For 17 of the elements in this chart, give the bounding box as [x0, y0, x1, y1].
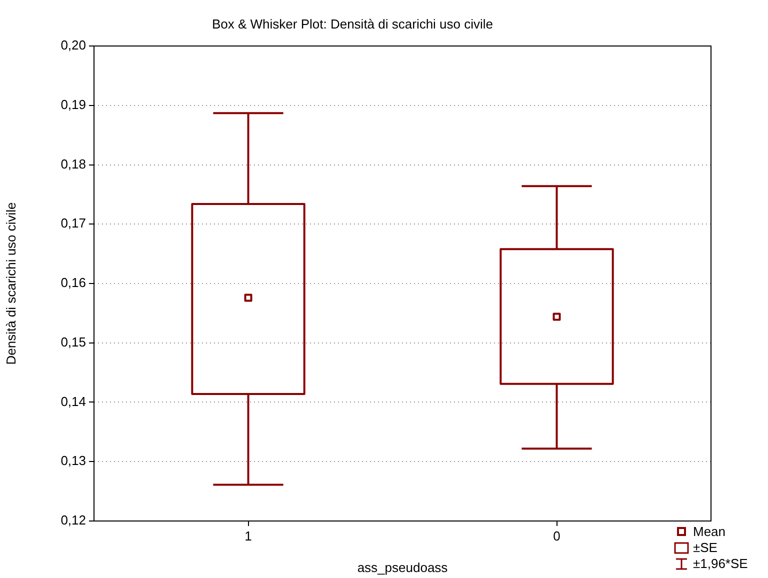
y-tick-label: 0,20: [60, 38, 86, 53]
text: ±1,96*SE: [693, 556, 748, 572]
chart-title: Box & Whisker Plot: Densità di scarichi uso civile: [212, 16, 494, 32]
y-tick-label: 0,14: [60, 394, 86, 409]
y-tick-label: 0,18: [60, 156, 86, 172]
x-tick-label: 0: [553, 528, 560, 544]
y-tick-label: 0,19: [60, 96, 86, 112]
y-tick-label: 0,13: [60, 453, 86, 468]
y-tick-label: 0,15: [60, 334, 86, 350]
y-tick-label: 0,17: [60, 216, 86, 231]
text: Mean: [693, 524, 726, 540]
text: ±SE: [693, 540, 718, 556]
x-tick-label: 1: [244, 528, 252, 544]
y-axis-title: Densità di scarichi uso civile: [3, 202, 18, 365]
x-axis-title: ass_pseudoass: [357, 560, 448, 575]
y-tick-label: 0,16: [60, 275, 86, 290]
y-tick-label: 0,12: [60, 512, 86, 528]
